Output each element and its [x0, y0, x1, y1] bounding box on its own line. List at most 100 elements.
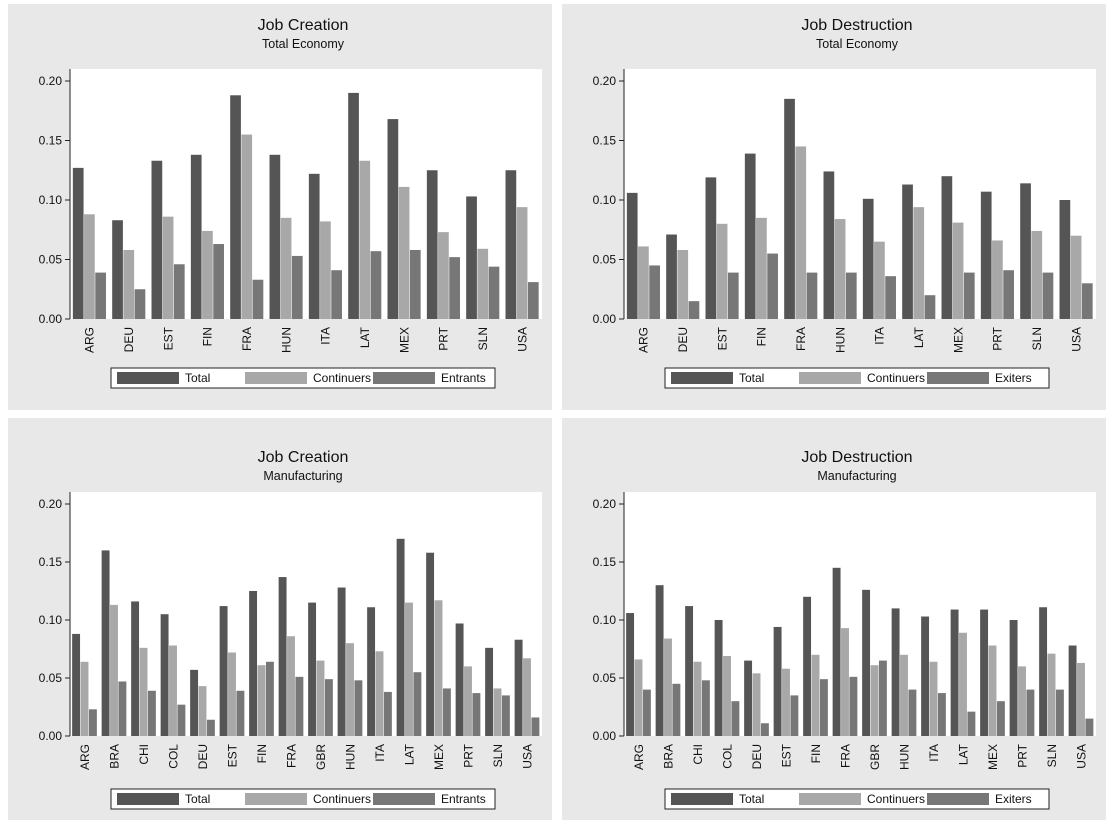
bar-total-est — [219, 606, 228, 736]
bar-continuers-sln — [1047, 653, 1056, 736]
bar-exiters-gbr — [878, 660, 887, 736]
bar-total-gbr — [862, 589, 871, 736]
bar-total-lat — [348, 92, 359, 320]
x-tick-label: CHI — [691, 744, 705, 765]
bar-continuers-fin — [202, 230, 213, 319]
plot-area — [624, 69, 1096, 319]
x-tick-label: DEU — [750, 744, 764, 769]
bar-entrants-arg — [88, 709, 97, 736]
y-tick-label: 0.15 — [593, 134, 617, 148]
legend-label-exiters: Exiters — [995, 371, 1032, 385]
x-tick-label: FIN — [755, 327, 769, 346]
chart-panel-job-creation-total-economy: Job Creation Total Economy 0.00 0.05 0.10 0… — [8, 4, 552, 410]
x-tick-label: HUN — [833, 327, 847, 353]
legend-label-entrants: Entrants — [441, 792, 486, 806]
bar-total-usa — [1068, 645, 1077, 736]
x-tick-label: CHI — [137, 744, 151, 765]
bar-total-arg — [626, 192, 638, 319]
bar-continuers-usa — [523, 658, 531, 736]
bar-total-prt — [426, 170, 438, 319]
x-tick-label: ARG — [637, 327, 651, 353]
bar-continuers-prt — [464, 666, 472, 736]
bar-continuers-bra — [110, 604, 118, 736]
bar-continuers-lat — [405, 602, 413, 736]
bar-entrants-lat — [413, 672, 422, 736]
plot-area — [70, 69, 542, 319]
bar-continuers-fra — [241, 134, 253, 319]
legend-label-continuers: Continuers — [867, 371, 925, 385]
bar-exiters-deu — [760, 723, 769, 736]
bar-exiters-est — [790, 695, 799, 736]
x-tick-label: PRT — [991, 326, 1005, 350]
bar-continuers-lat — [959, 632, 967, 736]
y-tick-label: 0.00 — [39, 729, 63, 743]
y-tick-label: 0.15 — [593, 555, 617, 569]
bar-continuers-fra — [287, 636, 295, 736]
bar-total-bra — [655, 585, 664, 736]
bar-entrants-ita — [331, 270, 342, 319]
bar-continuers-fra — [841, 628, 849, 736]
x-tick-label: BRA — [107, 744, 121, 769]
bar-entrants-est — [236, 690, 245, 736]
legend-swatch-total — [117, 793, 179, 805]
x-tick-label: ARG — [83, 327, 97, 353]
bar-entrants-sln — [488, 266, 500, 319]
bar-exiters-sln — [1055, 689, 1064, 736]
bar-total-est — [773, 626, 782, 736]
bar-entrants-ita — [383, 691, 392, 736]
bar-total-deu — [666, 234, 677, 319]
bar-continuers-sln — [477, 248, 489, 319]
chart-panel-job-creation-manufacturing: Job Creation Manufacturing 0.00 0.05 0.10 0… — [8, 418, 552, 820]
y-tick-label: 0.00 — [593, 312, 617, 326]
bar-continuers-fin — [257, 665, 266, 736]
x-tick-label: EST — [161, 326, 175, 350]
bar-exiters-sln — [1042, 272, 1054, 319]
chart-subtitle: Total Economy — [262, 37, 345, 51]
bar-total-col — [160, 614, 169, 736]
legend-label-continuers: Continuers — [313, 792, 371, 806]
bar-exiters-fra — [849, 676, 858, 736]
bar-total-sln — [1039, 607, 1048, 736]
bar-continuers-lat — [359, 160, 371, 319]
bar-entrants-mex — [409, 249, 421, 319]
y-tick-label: 0.00 — [39, 312, 63, 326]
bar-total-bra — [101, 550, 110, 736]
bar-entrants-usa — [531, 717, 540, 736]
bar-entrants-deu — [134, 289, 146, 319]
y-tick-label: 0.20 — [39, 497, 63, 511]
chart-panel-job-destruction-manufacturing: Job Destruction Manufacturing 0.00 0.05 0.… — [562, 418, 1106, 820]
x-tick-label: HUN — [897, 744, 911, 770]
bar-continuers-gbr — [870, 665, 879, 736]
bar-exiters-hun — [845, 272, 857, 319]
x-tick-label: ARG — [78, 744, 92, 770]
legend-swatch-exiters — [927, 372, 989, 384]
bar-continuers-mex — [434, 600, 443, 736]
bar-continuers-usa — [1070, 235, 1082, 319]
x-tick-label: MEX — [951, 327, 965, 353]
bar-total-chi — [685, 606, 694, 736]
bar-continuers-chi — [693, 661, 702, 736]
y-tick-label: 0.05 — [39, 671, 63, 685]
bar-continuers-fin — [811, 654, 820, 736]
chart-svg: Job Destruction Manufacturing 0.00 0.05 0.… — [593, 449, 1096, 810]
bar-continuers-ita — [320, 221, 331, 319]
x-tick-label: FIN — [201, 327, 215, 346]
bar-total-deu — [744, 660, 753, 736]
bar-total-prt — [455, 623, 464, 736]
legend-swatch-continuers — [245, 793, 307, 805]
bar-total-fra — [230, 95, 241, 319]
x-tick-label: ITA — [373, 744, 387, 762]
x-tick-label: EST — [225, 743, 239, 767]
legend-swatch-entrants — [373, 793, 435, 805]
bar-total-mex — [980, 609, 989, 736]
bar-total-usa — [1059, 200, 1071, 319]
bar-exiters-fin — [819, 679, 828, 736]
bar-continuers-hun — [346, 643, 354, 736]
y-tick-label: 0.10 — [593, 613, 617, 627]
x-tick-label: MEX — [397, 327, 411, 353]
bar-continuers-ita — [874, 241, 885, 319]
bar-total-usa — [505, 170, 517, 319]
y-tick-label: 0.15 — [39, 555, 63, 569]
bar-total-est — [151, 160, 163, 319]
chart-panel-job-destruction-total-economy: Job Destruction Total Economy 0.00 0.05 0.… — [562, 4, 1106, 410]
